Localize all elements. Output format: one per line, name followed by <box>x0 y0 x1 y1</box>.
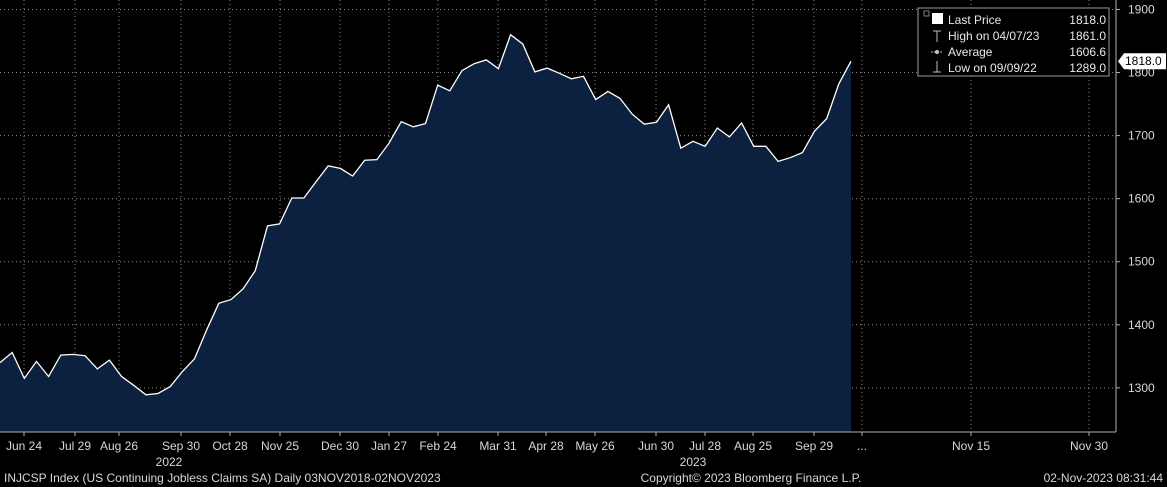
last-value-tag: 1818.0 <box>1118 53 1166 70</box>
average-marker-icon <box>931 49 943 55</box>
footer-ticker-description: INJCSP Index (US Continuing Jobless Clai… <box>4 471 441 485</box>
y-tick-label: 1900 <box>1128 2 1155 16</box>
x-tick-label: Jul 29 <box>59 439 91 453</box>
x-tick-label: Sep 30 <box>162 439 200 453</box>
last-value-tag-text: 1818.0 <box>1125 54 1162 68</box>
x-tick-label: Feb 24 <box>419 439 457 453</box>
footer-copyright: Copyright© 2023 Bloomberg Finance L.P. <box>641 471 862 485</box>
x-tick-label: Jun 30 <box>638 439 674 453</box>
x-tick-label: Oct 28 <box>212 439 248 453</box>
year-label: 2022 <box>156 455 183 469</box>
legend-label-last-price: Last Price <box>948 13 1002 27</box>
last-value-tag-shape <box>1118 53 1166 70</box>
x-tick-label: Mar 31 <box>479 439 517 453</box>
x-axis: Jun 24 Jul 29 Aug 26 Sep 30 Oct 28 Nov 25 Dec … <box>6 432 1108 453</box>
y-tick-label: 1300 <box>1128 381 1155 395</box>
legend-label-high: High on 04/07/23 <box>948 29 1040 43</box>
legend-value-low: 1289.0 <box>1069 61 1106 75</box>
legend-value-high: 1861.0 <box>1069 29 1106 43</box>
filled-square-icon <box>932 13 943 24</box>
x-tick-label: Apr 28 <box>528 439 564 453</box>
x-tick-label: Jun 24 <box>6 439 42 453</box>
y-tick-label: 1600 <box>1128 192 1155 206</box>
y-tick-label: 1400 <box>1128 318 1155 332</box>
year-labels: 2022 2023 <box>156 455 707 469</box>
x-tick-label: Jan 27 <box>371 439 407 453</box>
x-tick-label: Aug 26 <box>100 439 138 453</box>
high-marker-icon <box>933 30 941 42</box>
legend-collapse-icon[interactable] <box>923 10 930 17</box>
legend-label-average: Average <box>948 45 993 59</box>
x-tick-label: Nov 25 <box>261 439 299 453</box>
x-tick-label: Dec 30 <box>321 439 359 453</box>
x-tick-label: Jul 28 <box>689 439 721 453</box>
x-tick-label: May 26 <box>575 439 615 453</box>
x-tick-label: Aug 25 <box>734 439 772 453</box>
series-line <box>0 33 852 396</box>
legend-value-last-price: 1818.0 <box>1069 13 1106 27</box>
x-tick-label: ... <box>857 439 867 453</box>
x-tick-label: Nov 15 <box>952 439 990 453</box>
legend-value-average: 1606.6 <box>1069 45 1106 59</box>
year-label: 2023 <box>680 455 707 469</box>
footer-timestamp: 02-Nov-2023 08:31:44 <box>1044 471 1164 485</box>
x-tick-label: Nov 30 <box>1070 439 1108 453</box>
x-tick-label: Sep 29 <box>795 439 833 453</box>
low-marker-icon <box>933 61 941 73</box>
legend: Last Price 1818.0 High on 04/07/23 1861.… <box>917 7 1110 77</box>
y-tick-label: 1700 <box>1128 129 1155 143</box>
legend-label-low: Low on 09/09/22 <box>948 61 1037 75</box>
legend-box <box>917 7 1110 77</box>
area-fill <box>0 34 851 432</box>
y-tick-label: 1500 <box>1128 255 1155 269</box>
